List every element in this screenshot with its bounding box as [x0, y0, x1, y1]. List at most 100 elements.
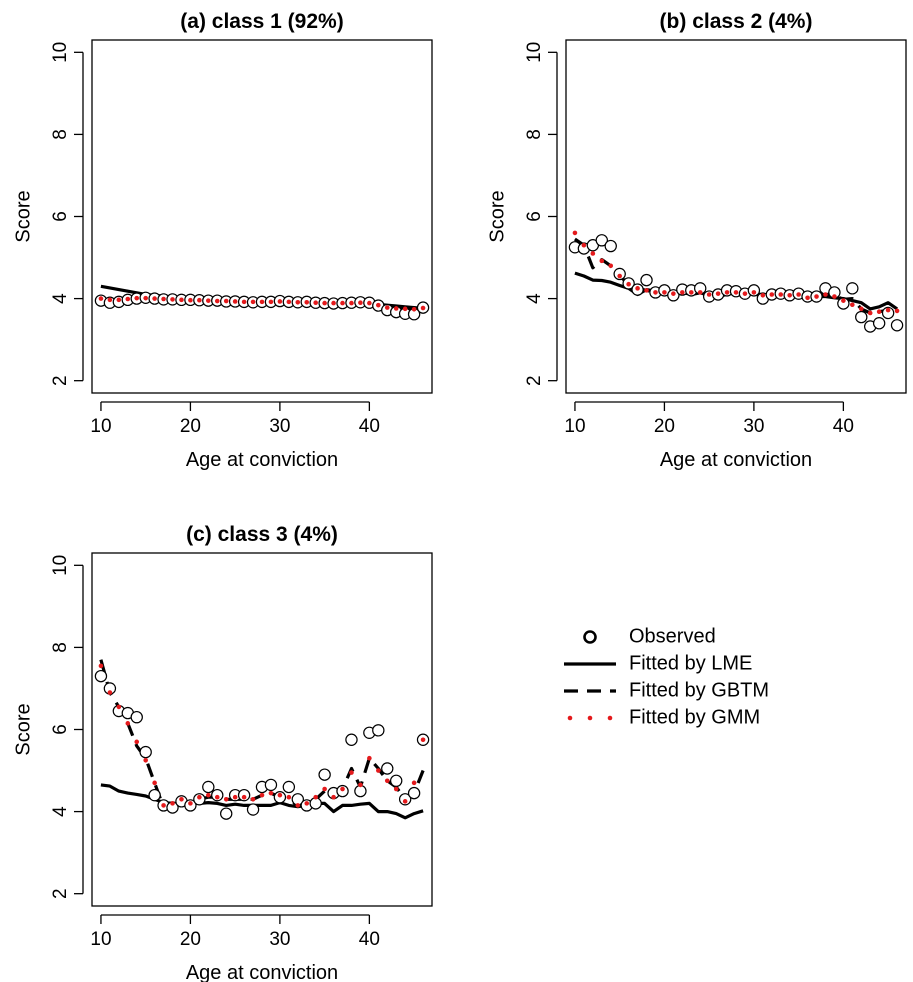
- observed-point: [345, 733, 358, 746]
- series-observed: [94, 291, 430, 321]
- y-tick-label: 4: [524, 293, 545, 304]
- observed-point: [220, 807, 233, 820]
- gmm-point: [662, 290, 667, 295]
- gmm-point: [331, 300, 336, 306]
- gmm-point: [823, 292, 828, 297]
- gmm-point: [214, 794, 220, 800]
- x-tick-label: 10: [90, 929, 111, 950]
- gmm-point: [304, 299, 310, 305]
- x-axis-label: Age at conviction: [186, 962, 338, 982]
- gmm-point: [885, 307, 891, 313]
- gmm-point: [858, 306, 864, 312]
- series-fitted-by-gmm: [98, 663, 426, 808]
- observed-point: [846, 282, 859, 295]
- observed-point: [130, 710, 143, 724]
- gmm-point: [134, 295, 140, 301]
- gmm-point: [644, 288, 649, 293]
- observed-point: [407, 786, 421, 800]
- legend-symbol-observed: [583, 630, 597, 644]
- legend-label: Fitted by GBTM: [629, 679, 769, 701]
- gmm-point: [241, 794, 247, 800]
- gmm-point: [197, 297, 202, 303]
- gmm-point: [760, 293, 766, 298]
- observed-point: [148, 788, 161, 802]
- gmm-point: [116, 297, 122, 303]
- x-axis-label: Age at conviction: [186, 449, 338, 471]
- observed-point: [604, 239, 617, 253]
- gmm-point: [170, 801, 175, 806]
- gmm-point: [635, 286, 640, 291]
- chart-title: (c) class 3 (4%): [186, 523, 338, 546]
- series-fitted-by-gmm: [572, 230, 900, 316]
- gmm-point: [706, 292, 712, 297]
- gmm-point: [742, 291, 748, 296]
- series-observed: [94, 669, 430, 820]
- gmm-point: [608, 263, 614, 269]
- x-tick-label: 40: [833, 416, 854, 437]
- series-fitted-by-gmm: [98, 295, 426, 312]
- gmm-point: [170, 297, 175, 302]
- legend-symbol-dot: [587, 715, 593, 721]
- gmm-point: [832, 294, 837, 299]
- gmm-point: [850, 302, 855, 308]
- gmm-point: [286, 794, 292, 800]
- plot-frame: [565, 39, 907, 394]
- gmm-point: [376, 302, 381, 308]
- gmm-point: [340, 786, 345, 792]
- plot-frame: [91, 39, 433, 394]
- observed-point: [139, 745, 152, 759]
- gmm-point: [214, 298, 220, 304]
- gmm-point: [107, 297, 113, 303]
- gmm-point: [778, 292, 784, 297]
- y-tick-label: 6: [50, 211, 71, 222]
- gmm-point: [751, 290, 757, 295]
- chart-panel-1: (a) class 1 (92%) 10 20 30 40 Age at convicti…: [12, 10, 433, 471]
- gmm-point: [402, 799, 408, 804]
- gmm-point: [232, 794, 238, 800]
- observed-point: [282, 780, 296, 794]
- gmm-point: [867, 310, 873, 316]
- gmm-point: [107, 690, 113, 695]
- gmm-point: [143, 757, 148, 763]
- gmm-point: [259, 299, 265, 305]
- chart-panel-2: (b) class 2 (4%) 10 20 30 40 Age at convictio…: [486, 10, 907, 471]
- y-tick-label: 2: [50, 375, 71, 386]
- x-axis-label: Age at conviction: [660, 449, 812, 471]
- y-tick-label: 4: [50, 806, 71, 817]
- x-tick-label: 20: [180, 416, 201, 437]
- gmm-point: [223, 298, 229, 304]
- gmm-point: [894, 308, 900, 314]
- legend-label: Fitted by LME: [629, 652, 752, 674]
- observed-point: [855, 310, 868, 324]
- y-tick-label: 6: [50, 724, 71, 735]
- legend-label: Fitted by GMM: [629, 706, 760, 728]
- gmm-point: [241, 299, 247, 305]
- gmm-point: [98, 296, 104, 301]
- gmm-point: [572, 230, 578, 236]
- legend: Observed Fitted by LME Fitted by GBTM Fitte…: [564, 625, 769, 728]
- observed-point: [872, 317, 886, 330]
- legend-item: Fitted by GMM: [567, 706, 760, 728]
- gmm-point: [367, 755, 372, 761]
- gmm-point: [286, 299, 292, 305]
- gmm-point: [295, 803, 301, 808]
- gmm-point: [259, 792, 265, 798]
- gmm-point: [152, 780, 157, 786]
- gmm-point: [98, 663, 104, 669]
- gmm-point: [232, 299, 238, 304]
- gmm-point: [188, 801, 193, 806]
- gmm-point: [384, 778, 390, 784]
- y-tick-label: 8: [50, 129, 71, 140]
- gmm-point: [769, 292, 775, 297]
- observed-point: [202, 780, 215, 794]
- gmm-point: [787, 293, 792, 298]
- x-tick-label: 40: [359, 929, 380, 950]
- gmm-point: [805, 295, 810, 301]
- x-tick-label: 10: [564, 416, 585, 437]
- observed-point: [881, 306, 895, 320]
- y-axis-label: Score: [486, 190, 508, 242]
- y-tick-label: 2: [50, 888, 71, 899]
- chart-panel-3: (c) class 3 (4%) 10 20 30 40 Age at convictio…: [12, 523, 433, 982]
- gmm-point: [197, 794, 202, 800]
